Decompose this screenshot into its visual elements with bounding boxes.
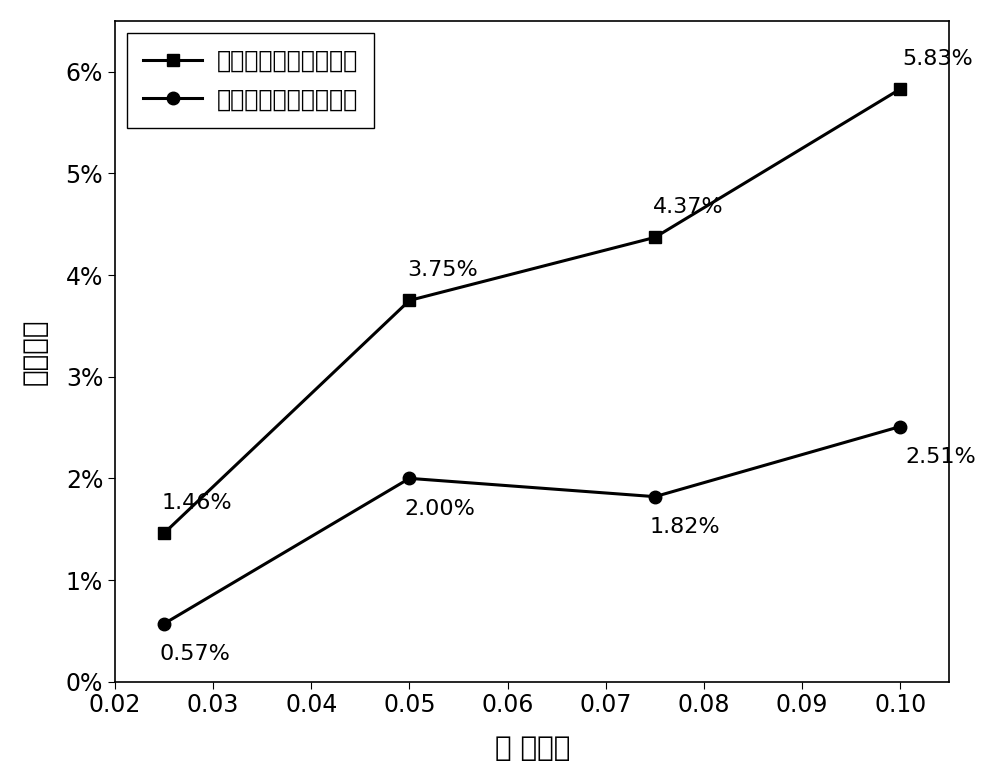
Text: 3.75%: 3.75% xyxy=(408,260,478,280)
Text: 5.83%: 5.83% xyxy=(902,49,973,69)
Text: 1.46%: 1.46% xyxy=(162,493,233,513)
Text: 2.51%: 2.51% xyxy=(905,447,976,467)
Legend: 灵敏度方法的相对误差, 牛顿迭代法的相对误差: 灵敏度方法的相对误差, 牛顿迭代法的相对误差 xyxy=(127,33,374,128)
Y-axis label: 相对误差: 相对误差 xyxy=(21,318,49,384)
X-axis label: 偏 差系数: 偏 差系数 xyxy=(495,734,570,762)
Text: 2.00%: 2.00% xyxy=(405,499,475,518)
Text: 0.57%: 0.57% xyxy=(159,644,230,664)
Text: 4.37%: 4.37% xyxy=(653,197,724,217)
Text: 1.82%: 1.82% xyxy=(650,517,721,537)
